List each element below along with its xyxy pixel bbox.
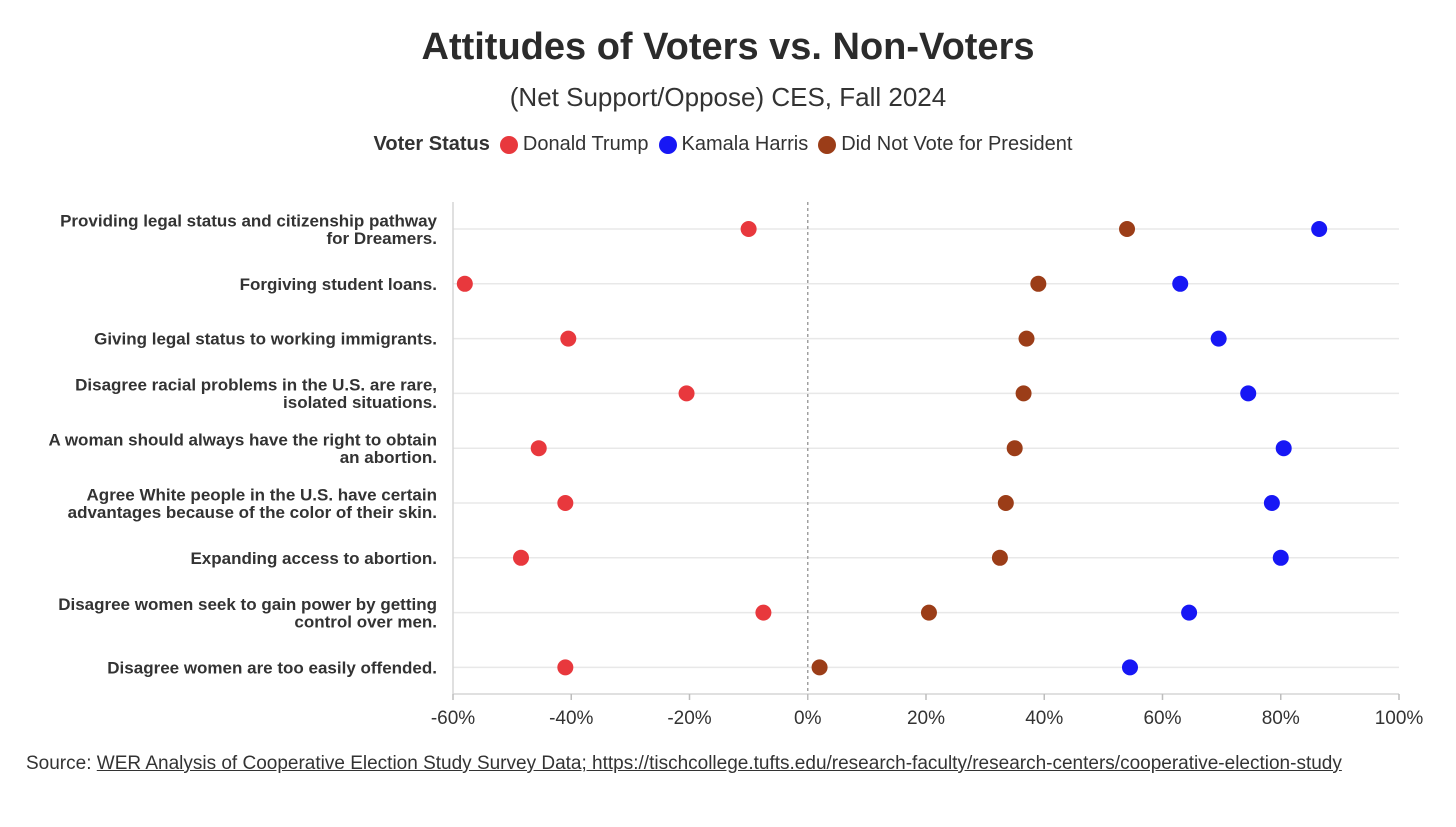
data-point — [1030, 275, 1047, 292]
row-label: Disagree racial problems in the U.S. are… — [75, 376, 437, 395]
row-label: for Dreamers. — [326, 229, 437, 248]
legend: Voter Status Donald Trump Kamala Harris … — [0, 133, 1456, 156]
legend-item-trump: Donald Trump — [499, 133, 649, 156]
row-label: Agree White people in the U.S. have cert… — [87, 485, 437, 504]
row-label: A woman should always have the right to … — [48, 430, 437, 449]
legend-label-harris: Kamala Harris — [681, 133, 809, 155]
data-point — [557, 495, 574, 511]
x-tick-label: 0% — [794, 708, 822, 729]
x-tick-label: -40% — [549, 708, 593, 729]
data-point — [740, 221, 757, 237]
data-point — [1006, 440, 1023, 457]
legend-title: Voter Status — [373, 133, 490, 155]
legend-item-nonvoter: Did Not Vote for President — [818, 133, 1072, 156]
legend-label-nonvoter: Did Not Vote for President — [841, 133, 1073, 155]
row-label: Giving legal status to working immigrant… — [94, 330, 437, 349]
row-label: control over men. — [294, 612, 437, 631]
data-point — [1181, 604, 1198, 621]
data-point — [456, 275, 473, 292]
data-point — [755, 604, 772, 621]
data-point — [1311, 221, 1328, 237]
source-link[interactable]: WER Analysis of Cooperative Election Stu… — [96, 753, 1342, 774]
x-tick-label: -60% — [431, 708, 475, 729]
row-label: isolated situations. — [283, 393, 437, 412]
x-tick-label: 60% — [1143, 708, 1181, 729]
data-point — [1240, 385, 1257, 402]
dot-plot: -60% -40% -20% 0% 20% 40% 60% 80% 100% Providing … — [48, 202, 1424, 729]
data-point — [1121, 659, 1138, 676]
legend-dot-harris — [658, 135, 677, 154]
data-point — [1018, 330, 1035, 347]
x-tick-label: 100% — [1375, 708, 1424, 729]
row-label: Disagree women are too easily offended. — [107, 658, 437, 677]
data-point — [920, 604, 937, 621]
legend-dot-nonvoter — [818, 135, 837, 154]
data-point — [991, 549, 1008, 566]
x-tick-label: -20% — [667, 708, 711, 729]
row-label: an abortion. — [340, 448, 437, 467]
data-point — [557, 659, 574, 676]
chart-subtitle: (Net Support/Oppose) CES, Fall 2024 — [509, 82, 947, 112]
data-point — [678, 385, 695, 402]
data-point — [1210, 330, 1227, 347]
data-point — [560, 330, 577, 347]
row-label: Expanding access to abortion. — [190, 549, 437, 568]
data-point — [1263, 495, 1280, 511]
legend-item-harris: Kamala Harris — [658, 133, 809, 156]
data-point — [1172, 275, 1189, 292]
data-point — [811, 659, 828, 676]
row-label: Providing legal status and citizenship p… — [60, 211, 437, 230]
row-label: Forgiving student loans. — [240, 275, 437, 294]
x-tick-label: 80% — [1262, 708, 1300, 729]
x-tick-label: 40% — [1025, 708, 1063, 729]
x-tick-label: 20% — [907, 708, 945, 729]
data-point — [530, 440, 547, 457]
source-prefix: Source: — [26, 753, 97, 774]
data-point — [512, 549, 529, 566]
row-label: advantages because of the color of their… — [68, 503, 437, 522]
chart-title: Attitudes of Voters vs. Non-Voters — [421, 26, 1035, 68]
data-point — [1119, 221, 1136, 237]
legend-label-trump: Donald Trump — [522, 133, 649, 155]
data-point — [1272, 549, 1289, 566]
source-note: Source: WER Analysis of Cooperative Elec… — [26, 750, 1426, 777]
legend-dot-trump — [499, 135, 518, 154]
data-point — [1015, 385, 1032, 402]
data-point — [997, 495, 1014, 511]
data-point — [1275, 440, 1292, 457]
row-label: Disagree women seek to gain power by get… — [58, 595, 437, 614]
